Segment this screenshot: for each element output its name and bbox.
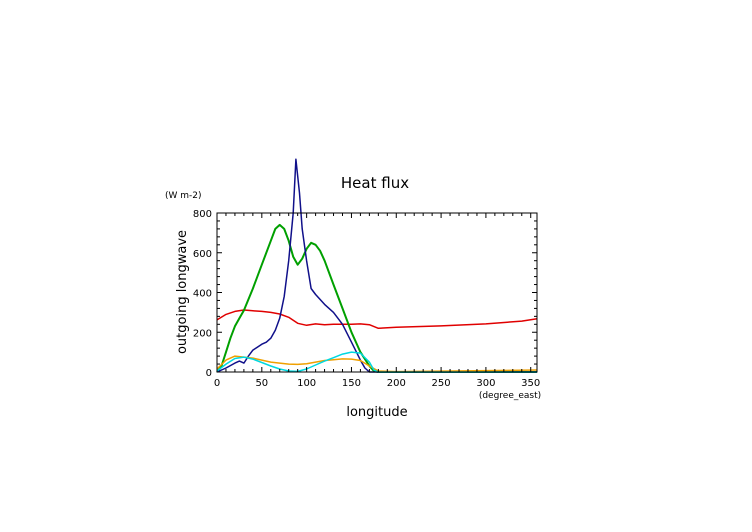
x-axis-unit: (degree_east) <box>479 391 541 401</box>
x-tick-label: 0 <box>214 378 220 389</box>
series-line-2 <box>216 223 537 373</box>
x-tick-label: 200 <box>387 378 406 389</box>
y-tick-label: 800 <box>193 209 212 220</box>
y-tick-label: 0 <box>206 368 212 379</box>
x-tick-label: 150 <box>342 378 361 389</box>
y-axis-unit: (W m-2) <box>165 191 202 201</box>
y-tick-label: 400 <box>193 289 212 300</box>
series-line-1 <box>216 309 538 330</box>
y-tick-label: 200 <box>193 328 212 339</box>
x-tick-label: 50 <box>255 378 268 389</box>
x-tick-label: 300 <box>476 378 495 389</box>
plot-frame <box>216 212 538 373</box>
x-tick-label: 350 <box>521 378 540 389</box>
series-line-5 <box>216 351 537 373</box>
x-axis-title: longitude <box>346 405 407 420</box>
y-axis-title: outgoing longwave <box>175 230 190 354</box>
chart-title: Heat flux <box>341 174 409 192</box>
x-tick-label: 250 <box>432 378 451 389</box>
x-tick-label: 100 <box>297 378 316 389</box>
y-tick-label: 600 <box>193 249 212 260</box>
tick-layer: 0 50 100 150 200 250 300 350 0 200 400 600 800 <box>193 209 540 389</box>
